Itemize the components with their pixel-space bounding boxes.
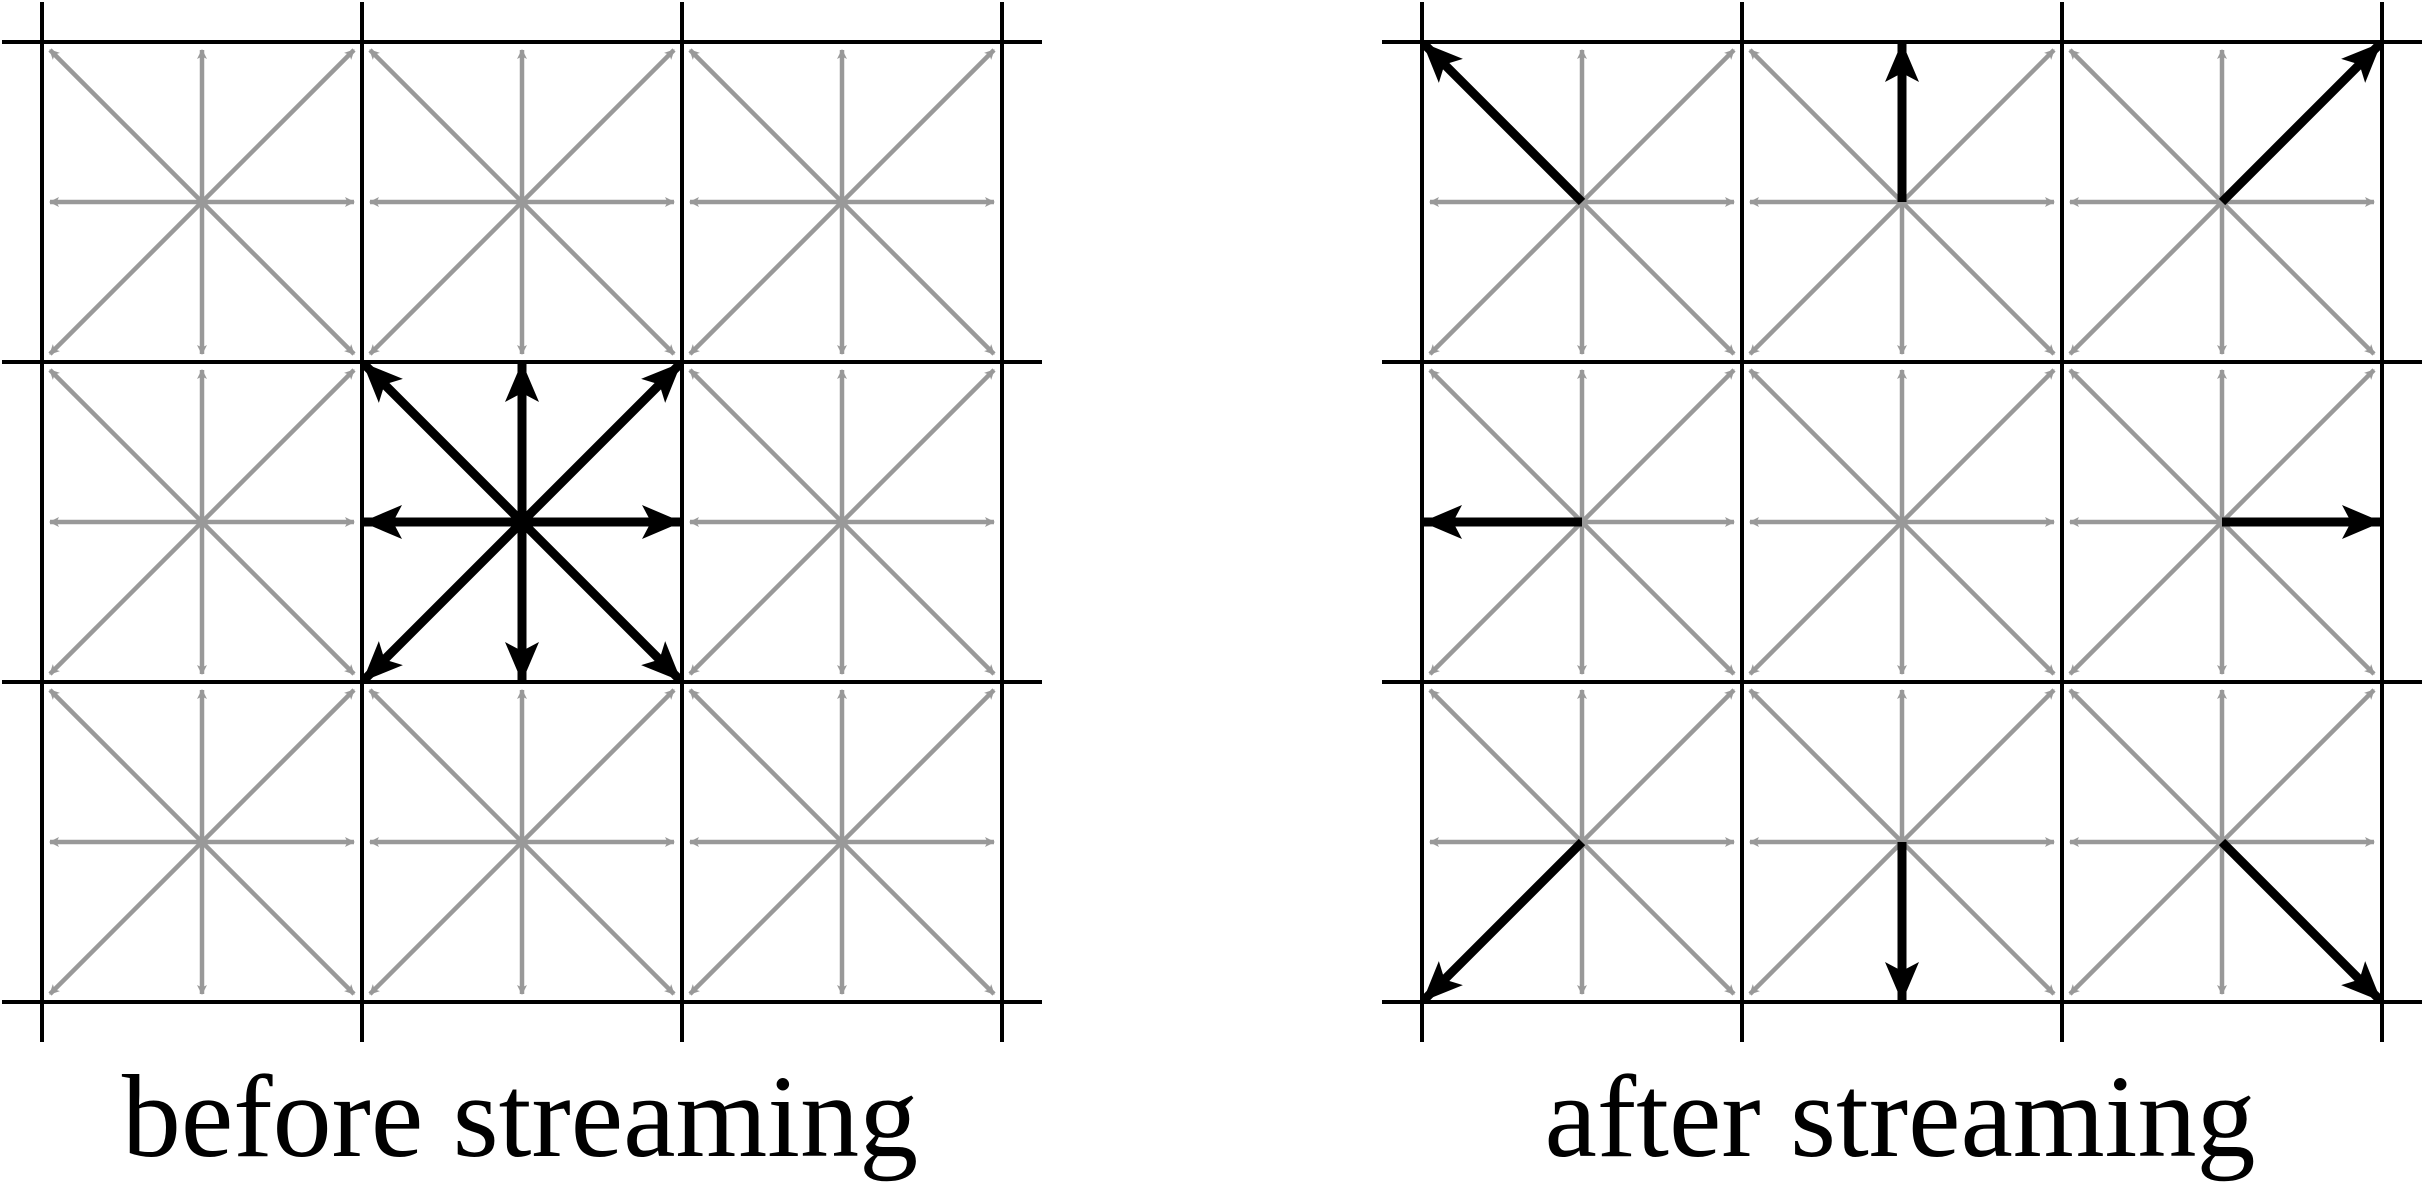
arrow-gray-north-east [1580, 368, 1736, 524]
arrow-gray-south-west [1748, 840, 1904, 996]
arrow-black-north-west [360, 360, 526, 526]
arrow-black-north-west [1420, 40, 1586, 206]
arrow-gray-north-west [1428, 688, 1584, 844]
arrow-gray-south-east [200, 200, 356, 356]
arrow-gray-south-west [688, 520, 844, 676]
arrow-gray-south-east [520, 200, 676, 356]
arrow-gray-north-west [1748, 48, 1904, 204]
arrow-gray-south-east [1900, 520, 2056, 676]
arrow-gray-south-west [48, 200, 204, 356]
caption-before-streaming: before streaming [121, 1051, 919, 1182]
arrow-gray-south-west [1748, 520, 1904, 676]
arrow-gray-south-west [1428, 520, 1584, 676]
arrow-gray-south-east [840, 840, 996, 996]
arrow-gray-north-west [688, 368, 844, 524]
arrow-gray-north-west [48, 688, 204, 844]
arrow-gray-north-east [1580, 48, 1736, 204]
arrow-gray-north-west [688, 48, 844, 204]
arrow-gray-south-west [1428, 200, 1584, 356]
arrow-gray-north-west [2068, 688, 2224, 844]
arrow-gray-north-west [48, 368, 204, 524]
arrow-gray-north-west [1748, 688, 1904, 844]
arrow-black-south-east [2218, 838, 2384, 1004]
arrow-gray-south-east [1900, 840, 2056, 996]
arrow-gray-north-west [2068, 368, 2224, 524]
arrow-gray-north-east [200, 688, 356, 844]
arrow-gray-south-west [688, 840, 844, 996]
arrow-gray-north-east [520, 688, 676, 844]
arrow-gray-north-east [840, 48, 996, 204]
arrow-gray-north-west [688, 688, 844, 844]
arrow-gray-south-west [368, 200, 524, 356]
arrow-gray-north-west [368, 48, 524, 204]
arrow-gray-north-east [200, 48, 356, 204]
arrow-gray-north-west [48, 48, 204, 204]
arrow-gray-north-west [2068, 48, 2224, 204]
arrow-gray-north-east [1900, 48, 2056, 204]
arrow-gray-south-east [200, 520, 356, 676]
arrow-black-south-east [518, 518, 684, 684]
arrow-gray-north-east [200, 368, 356, 524]
arrow-gray-north-east [1900, 688, 2056, 844]
arrow-gray-north-east [840, 368, 996, 524]
arrow-gray-south-west [1748, 200, 1904, 356]
arrow-gray-south-east [2220, 520, 2376, 676]
arrow-gray-north-east [840, 688, 996, 844]
arrow-gray-south-east [2220, 200, 2376, 356]
arrow-gray-south-east [840, 200, 996, 356]
arrow-gray-north-east [1900, 368, 2056, 524]
arrow-gray-south-west [368, 840, 524, 996]
arrow-gray-south-east [1580, 200, 1736, 356]
arrow-gray-south-east [200, 840, 356, 996]
arrow-black-south-west [360, 518, 526, 684]
caption-after-streaming: after streaming [1544, 1051, 2256, 1182]
arrow-gray-south-west [688, 200, 844, 356]
arrow-gray-north-east [1580, 688, 1736, 844]
panel-after-streaming [1382, 2, 2422, 1042]
arrow-gray-south-west [2068, 520, 2224, 676]
arrow-gray-south-west [48, 520, 204, 676]
arrow-gray-north-west [368, 688, 524, 844]
arrow-gray-north-east [520, 48, 676, 204]
arrow-gray-south-east [520, 840, 676, 996]
arrow-black-north-east [518, 360, 684, 526]
arrow-gray-south-west [48, 840, 204, 996]
arrow-gray-south-east [840, 520, 996, 676]
arrow-gray-north-east [2220, 368, 2376, 524]
arrow-gray-north-west [1748, 368, 1904, 524]
arrow-gray-south-west [2068, 200, 2224, 356]
arrow-black-south-west [1420, 838, 1586, 1004]
arrow-gray-south-east [1580, 840, 1736, 996]
arrow-gray-south-east [1580, 520, 1736, 676]
arrow-gray-north-west [1428, 368, 1584, 524]
arrow-gray-south-west [2068, 840, 2224, 996]
arrow-gray-north-east [2220, 688, 2376, 844]
arrow-gray-south-east [1900, 200, 2056, 356]
panel-before-streaming [2, 2, 1042, 1042]
arrow-black-north-east [2218, 40, 2384, 206]
